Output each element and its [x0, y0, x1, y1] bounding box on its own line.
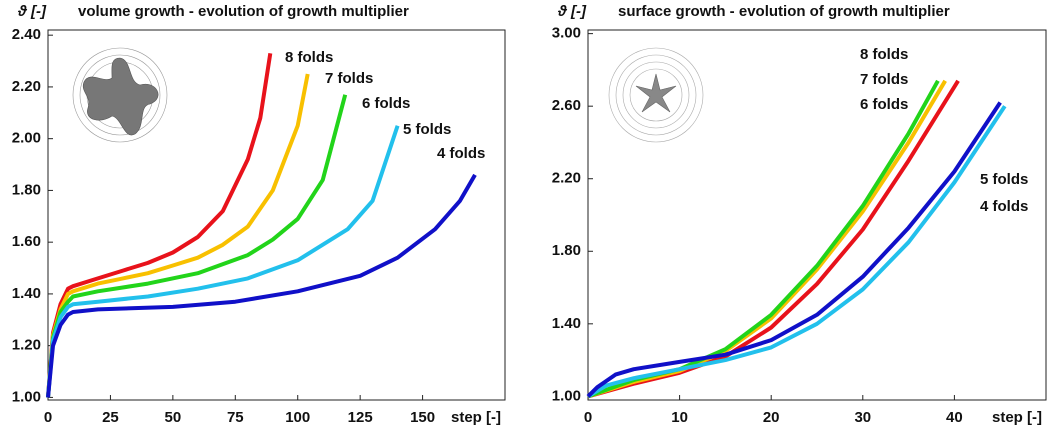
y-tick-label: 1.80 — [552, 242, 581, 259]
x-tick-label: 0 — [44, 409, 52, 426]
y-tick-label: 2.20 — [12, 78, 41, 95]
x-tick-label: 150 — [410, 409, 435, 426]
plot-frame — [587, 29, 1047, 401]
y-tick-label: 1.00 — [12, 388, 41, 405]
series-line — [587, 79, 960, 399]
series-label: 5 folds — [403, 121, 451, 138]
y-tick-label: 1.00 — [552, 387, 581, 404]
chart-title: surface growth - evolution of growth mul… — [618, 3, 950, 20]
x-axis-label: step [-] — [451, 409, 501, 426]
x-tick-label: 20 — [763, 409, 780, 426]
y-axis-label: ϑ [-] — [17, 3, 47, 20]
x-tick-label: 125 — [348, 409, 373, 426]
series-label: 8 folds — [285, 49, 333, 66]
y-tick-label: 1.40 — [12, 285, 41, 302]
series-line — [586, 101, 1002, 398]
series-label: 7 folds — [325, 70, 373, 87]
series-label: 4 folds — [437, 145, 485, 162]
x-tick-label: 0 — [584, 409, 592, 426]
y-tick-label: 2.40 — [12, 26, 41, 43]
x-tick-label: 75 — [227, 409, 244, 426]
y-axis-label: ϑ [-] — [557, 3, 587, 20]
series-label: 6 folds — [860, 96, 908, 113]
y-tick-label: 3.00 — [552, 25, 581, 42]
y-tick-label: 2.20 — [552, 170, 581, 187]
y-tick-label: 1.20 — [12, 337, 41, 354]
series-label: 5 folds — [980, 171, 1028, 188]
series-label: 4 folds — [980, 198, 1028, 215]
chart-title: volume growth - evolution of growth mult… — [78, 3, 409, 20]
x-tick-label: 100 — [285, 409, 310, 426]
x-tick-label: 30 — [854, 409, 871, 426]
x-axis-label: step [-] — [992, 409, 1042, 426]
x-tick-label: 10 — [671, 409, 688, 426]
series-line — [46, 73, 310, 398]
series-label: 8 folds — [860, 46, 908, 63]
series-line — [46, 125, 400, 398]
x-tick-label: 50 — [165, 409, 182, 426]
plot-frame — [47, 29, 506, 401]
series-label: 6 folds — [362, 95, 410, 112]
thumbnail — [72, 47, 168, 143]
series-line — [46, 52, 273, 398]
series-line — [46, 94, 348, 398]
x-tick-label: 40 — [946, 409, 963, 426]
series-line — [586, 105, 1007, 399]
x-tick-label: 25 — [102, 409, 119, 426]
series-label: 7 folds — [860, 71, 908, 88]
y-tick-label: 2.00 — [12, 130, 41, 147]
y-tick-label: 1.40 — [552, 315, 581, 332]
thumbnail — [608, 47, 704, 143]
series-line — [46, 173, 477, 398]
y-tick-label: 1.60 — [12, 233, 41, 250]
y-tick-label: 1.80 — [12, 181, 41, 198]
y-tick-label: 2.60 — [552, 97, 581, 114]
